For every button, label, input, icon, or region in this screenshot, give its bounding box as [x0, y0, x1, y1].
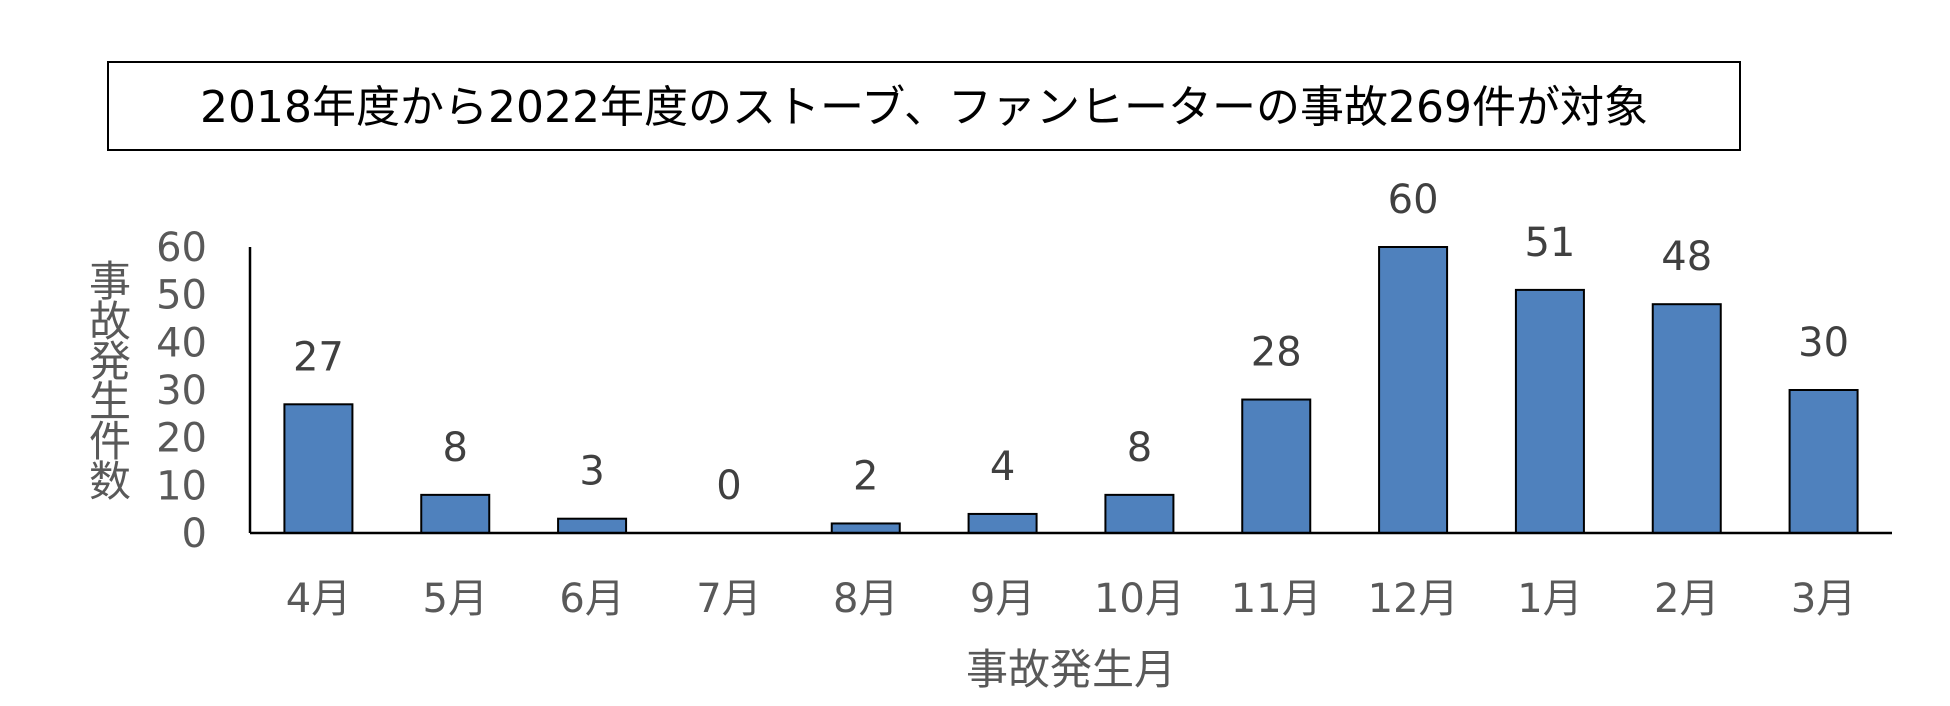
data-label: 30 — [1798, 320, 1849, 366]
bar — [1241, 398, 1312, 534]
bar — [420, 493, 491, 535]
y-axis-title-char: 件 — [89, 417, 131, 466]
y-axis-title-char: 故 — [89, 297, 131, 346]
x-tick-label: 4月 — [286, 576, 351, 622]
x-tick-label: 10月 — [1094, 576, 1185, 622]
data-label: 3 — [579, 449, 604, 495]
x-axis-ticks: 4月 5月 6月 7月 8月 9月 10月 11月 12月 1月 2月 3月 — [286, 576, 1857, 622]
data-label: 8 — [1127, 425, 1152, 471]
bar — [1378, 246, 1449, 534]
y-axis-title-char: 事 — [89, 257, 131, 306]
bar — [1788, 389, 1859, 534]
bar — [1104, 493, 1175, 535]
bar — [557, 517, 628, 535]
y-tick-label: 0 — [182, 511, 207, 557]
data-label: 2 — [853, 453, 878, 499]
y-tick-label: 20 — [156, 416, 207, 462]
x-tick-label: 9月 — [970, 576, 1035, 622]
y-axis-title-char: 生 — [89, 377, 131, 426]
title-frame — [107, 61, 1741, 151]
y-tick-label: 50 — [156, 273, 207, 319]
y-tick-label: 60 — [156, 225, 207, 271]
x-tick-label: 3月 — [1791, 576, 1856, 622]
bar — [1514, 288, 1585, 534]
bar — [283, 403, 354, 534]
y-axis-title-char: 数 — [89, 457, 131, 506]
data-label: 51 — [1524, 220, 1575, 266]
bar — [830, 522, 901, 535]
axes — [248, 247, 1892, 535]
y-axis-title-char: 発 — [89, 337, 131, 386]
x-tick-label: 8月 — [833, 576, 898, 622]
x-tick-label: 7月 — [696, 576, 761, 622]
x-tick-label: 2月 — [1654, 576, 1719, 622]
y-tick-label: 30 — [156, 368, 207, 414]
y-tick-label: 10 — [156, 463, 207, 509]
bar — [1651, 303, 1722, 535]
x-tick-label: 5月 — [423, 576, 488, 622]
data-label: 60 — [1388, 177, 1439, 223]
x-tick-label: 12月 — [1368, 576, 1459, 622]
chart-title-box: 2018年度から2022年度のストーブ、ファンヒーターの事故269件が対象 — [107, 61, 1741, 151]
data-label: 8 — [443, 425, 468, 471]
data-label: 48 — [1661, 234, 1712, 280]
y-tick-label: 40 — [156, 320, 207, 366]
data-label: 0 — [716, 463, 741, 509]
x-tick-label: 11月 — [1231, 576, 1322, 622]
data-label: 4 — [990, 444, 1015, 490]
chart-title: 2018年度から2022年度のストーブ、ファンヒーターの事故269件が対象 — [200, 82, 1648, 133]
data-label: 27 — [293, 334, 344, 380]
data-label: 28 — [1251, 330, 1302, 376]
x-tick-label: 1月 — [1517, 576, 1582, 622]
bar — [967, 512, 1038, 535]
bars — [283, 246, 1859, 535]
x-tick-label: 6月 — [559, 576, 624, 622]
x-axis-title: 事故発生月 — [966, 645, 1176, 694]
